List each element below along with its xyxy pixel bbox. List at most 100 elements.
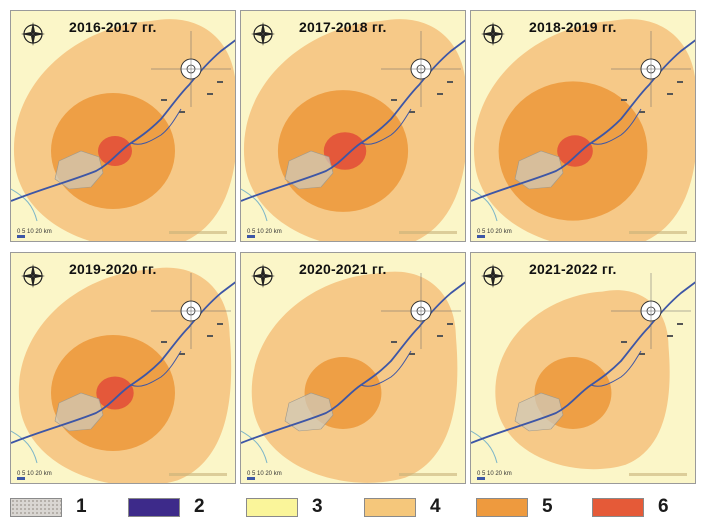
river-line — [241, 281, 465, 444]
river-line — [471, 39, 695, 202]
river-branch-line — [130, 108, 182, 145]
legend-label-5: 5 — [542, 496, 553, 517]
map-credit-line — [629, 473, 687, 476]
map-tick-mark — [217, 81, 223, 83]
map-tick-mark — [207, 93, 213, 95]
scale-bar-label: 0 5 10 20 km — [17, 471, 52, 477]
map-tick-mark — [161, 99, 167, 101]
settlement-area — [284, 150, 334, 190]
map-tick-mark — [621, 99, 627, 101]
settlement-area — [54, 392, 104, 432]
scale-bar-label: 0 5 10 20 km — [477, 229, 512, 235]
legend-item-3: 3 — [246, 494, 323, 520]
map-canvas — [471, 253, 695, 483]
compass-rose-icon — [250, 21, 276, 47]
map-tick-mark — [179, 111, 185, 113]
map-tick-mark — [409, 353, 415, 355]
river-branch-line — [590, 108, 642, 145]
compass-rose-icon — [480, 21, 506, 47]
river-branch-line — [590, 350, 642, 387]
map-canvas — [241, 253, 465, 483]
settlement-area — [284, 392, 334, 432]
stream-line — [241, 188, 268, 222]
map-tick-mark — [391, 99, 397, 101]
compass-glyph — [21, 264, 45, 288]
scale-bar-swatch — [477, 235, 485, 238]
compass-glyph — [251, 22, 275, 46]
map-panel-2016-2017: 2016-2017 гг. 0 5 10 20 km — [10, 10, 236, 242]
map-tick-mark — [667, 93, 673, 95]
map-tick-mark — [639, 111, 645, 113]
compass-glyph — [481, 264, 505, 288]
compass-glyph — [251, 264, 275, 288]
scale-bar-label: 0 5 10 20 km — [477, 471, 512, 477]
scale-bar-swatch — [477, 477, 485, 480]
map-canvas — [241, 11, 465, 241]
panel-title: 2018-2019 гг. — [529, 19, 617, 35]
river-line — [471, 281, 695, 444]
compass-rose-icon — [250, 263, 276, 289]
panel-title: 2021-2022 гг. — [529, 261, 617, 277]
legend-swatch-5 — [476, 497, 528, 517]
legend-swatch-6 — [592, 497, 644, 517]
panel-title: 2017-2018 гг. — [299, 19, 387, 35]
legend-swatch-3 — [246, 497, 298, 517]
map-tick-mark — [621, 341, 627, 343]
compass-rose-icon — [20, 21, 46, 47]
zone-6-area — [323, 132, 367, 170]
scale-bar-swatch — [17, 477, 25, 480]
legend-label-2: 2 — [194, 496, 205, 517]
legend-item-4: 4 — [364, 494, 441, 520]
stream-line — [471, 430, 498, 464]
zone-6-area — [98, 136, 132, 166]
map-tick-mark — [217, 323, 223, 325]
map-credit-line — [399, 231, 457, 234]
map-grid: 2016-2017 гг. 0 5 10 20 km 2017-2018 гг.… — [10, 10, 696, 484]
legend-swatch-1 — [10, 497, 62, 517]
settlement-area — [54, 150, 104, 190]
map-tick-mark — [179, 353, 185, 355]
map-panel-2020-2021: 2020-2021 гг. 0 5 10 20 km — [240, 252, 466, 484]
map-tick-mark — [161, 341, 167, 343]
legend-item-2: 2 — [128, 494, 205, 520]
map-credit-line — [399, 473, 457, 476]
legend-label-6: 6 — [658, 496, 669, 517]
map-panel-2018-2019: 2018-2019 гг. 0 5 10 20 km — [470, 10, 696, 242]
map-panel-2021-2022: 2021-2022 гг. 0 5 10 20 km — [470, 252, 696, 484]
map-tick-mark — [391, 341, 397, 343]
map-tick-mark — [667, 335, 673, 337]
map-tick-mark — [207, 335, 213, 337]
legend-label-4: 4 — [430, 496, 441, 517]
stream-line — [241, 430, 268, 464]
map-credit-line — [169, 231, 227, 234]
map-tick-mark — [447, 81, 453, 83]
map-legend: 1 2 3 4 5 6 — [10, 492, 696, 522]
panel-title: 2019-2020 гг. — [69, 261, 157, 277]
settlement-area — [514, 150, 564, 190]
panel-title: 2020-2021 гг. — [299, 261, 387, 277]
river-branch-line — [360, 108, 412, 145]
map-canvas — [471, 11, 695, 241]
river-branch-line — [360, 350, 412, 387]
legend-swatch-4 — [364, 497, 416, 517]
stream-line — [11, 430, 38, 464]
legend-swatch-2 — [128, 497, 180, 517]
stream-line — [11, 188, 38, 222]
map-tick-mark — [437, 335, 443, 337]
scale-bar-label: 0 5 10 20 km — [17, 229, 52, 235]
legend-item-5: 5 — [476, 494, 553, 520]
legend-label-1: 1 — [76, 496, 87, 517]
settlement-area — [514, 392, 564, 432]
river-line — [11, 281, 235, 444]
map-tick-mark — [677, 323, 683, 325]
map-tick-mark — [409, 111, 415, 113]
map-tick-mark — [639, 353, 645, 355]
river-line — [11, 39, 235, 202]
compass-rose-icon — [480, 263, 506, 289]
scale-bar-swatch — [247, 235, 255, 238]
compass-glyph — [481, 22, 505, 46]
scale-bar-label: 0 5 10 20 km — [247, 229, 282, 235]
scale-bar-swatch — [17, 235, 25, 238]
map-canvas — [11, 253, 235, 483]
map-panel-2017-2018: 2017-2018 гг. 0 5 10 20 km — [240, 10, 466, 242]
